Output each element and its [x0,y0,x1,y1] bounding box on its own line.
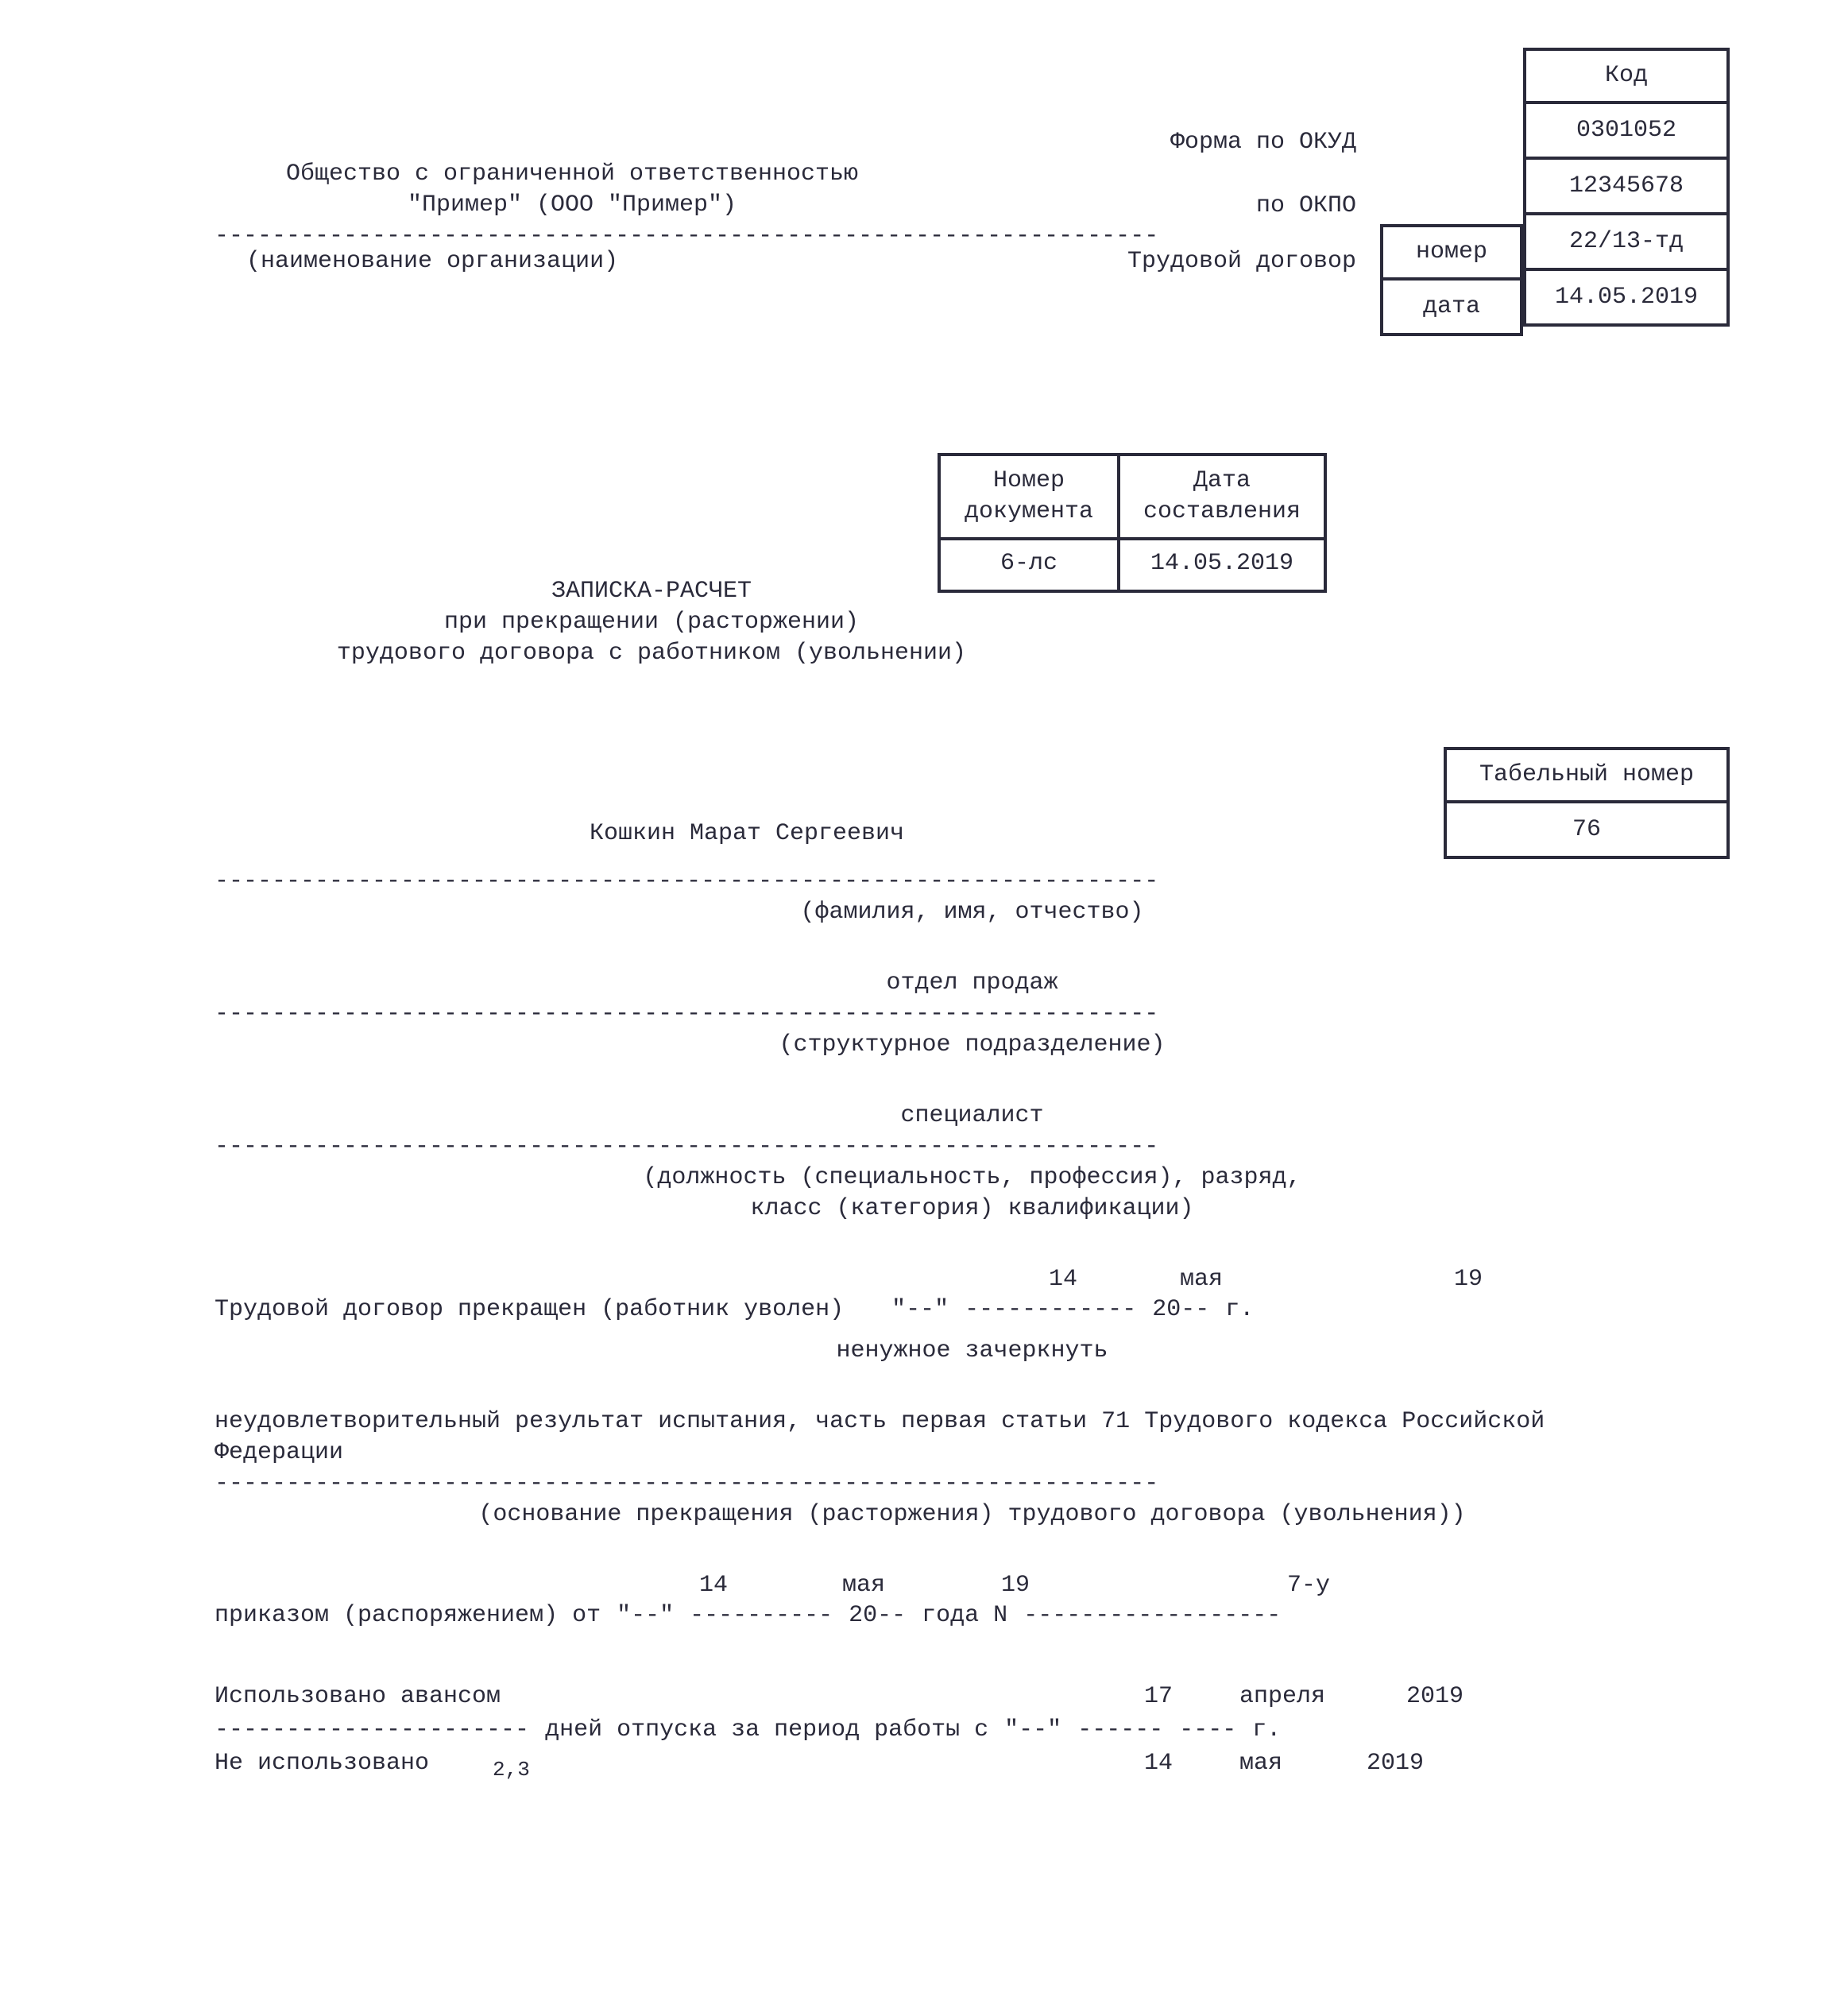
docdate-label-cell: Дата составления [1120,453,1327,540]
period-dash-left: ---------------------- [215,1715,529,1746]
okpo-code-cell: 12345678 [1523,160,1730,215]
position-caption-1: (должность (специальность, профессия), р… [215,1163,1730,1194]
term-year: 19 [1454,1264,1483,1295]
order-prefix: приказом (распоряжением) от [215,1600,601,1631]
period-baseline: ---------------------- дней отпуска за п… [215,1715,1730,1746]
org-name-line2: "Пример" (ООО "Пример") [215,190,930,221]
reason-text: неудовлетворительный результат испытания… [215,1407,1565,1468]
order-year: 19 [1001,1570,1030,1601]
term-quote1: "--" [891,1294,949,1325]
not-used-value: 2,3 [493,1757,530,1784]
order-block: 14 мая 19 7-у приказом (распоряжением) о… [215,1570,1730,1642]
used-advance-label: Использовано авансом [215,1681,501,1712]
period-quote: "--" [1004,1715,1061,1746]
dept-value: отдел продаж [215,968,1730,999]
tabnum-value-cell: 76 [1444,803,1730,859]
date-label-cell: дата [1380,281,1523,336]
code-header-cell: Код [1523,48,1730,104]
order-20: 20-- [849,1600,906,1631]
position-caption-2: класс (категория) квалификации) [215,1194,1730,1225]
docinfo-header-row: Номер документа Дата составления [938,453,1327,540]
docinfo-table: Номер документа Дата составления 6-лс 14… [938,453,1327,593]
okud-code-cell: 0301052 [1523,104,1730,160]
fio-underline: ----------------------------------------… [215,866,1730,897]
dept-caption: (структурное подразделение) [215,1030,1730,1061]
vacation-block: 17 апреля 2019 Использовано авансом ----… [215,1681,1730,1793]
term-g: г. [1225,1294,1254,1325]
docinfo-block: Номер документа Дата составления 6-лс 14… [215,453,1730,660]
tabnum-label-cell: Табельный номер [1444,747,1730,803]
number-label-cell: номер [1380,224,1523,281]
term-baseline: Трудовой договор прекращен (работник уво… [215,1294,1730,1325]
from-year: 2019 [1406,1681,1463,1712]
docdate-value-cell: 14.05.2019 [1120,537,1327,593]
doc-title-3: трудового договора с работником (увольне… [215,638,1088,669]
order-mid: года N [922,1600,1007,1631]
contract-date-cell: 14.05.2019 [1523,271,1730,327]
org-name: Общество с ограниченной ответственностью… [215,159,930,221]
docnum-label-cell: Номер документа [938,453,1120,540]
period-dash2: ------ [1077,1715,1163,1746]
order-month: мая [842,1570,885,1601]
order-dash1: ---------- [690,1600,833,1631]
term-month: мая [1180,1264,1223,1295]
okud-label: Форма по ОКУД [1170,127,1356,158]
reason-underline: ----------------------------------------… [215,1468,1730,1499]
to-day: 14 [1144,1748,1173,1779]
period-dash3: ---- [1179,1715,1236,1746]
tabnum-box: Табельный номер 76 [1444,747,1730,859]
term-day: 14 [1049,1264,1077,1295]
to-year: 2019 [1367,1748,1424,1779]
employee-block: Табельный номер 76 Кошкин Марат Сергееви… [215,747,1730,866]
doc-title-2: при прекращении (расторжении) [215,607,1088,638]
contract-number-cell: 22/13-тд [1523,215,1730,271]
order-number: 7-у [1287,1570,1330,1601]
from-day: 17 [1144,1681,1173,1712]
header-block: Код 0301052 12345678 22/13-тд 14.05.2019… [215,48,1730,366]
position-value: специалист [215,1101,1730,1132]
period-text: дней отпуска за период работы с [545,1715,988,1746]
doc-title-1: ЗАПИСКА-РАСЧЕТ [215,576,1088,607]
strike-note: ненужное зачеркнуть [215,1336,1730,1367]
to-month: мая [1239,1748,1282,1779]
from-month: апреля [1239,1681,1325,1712]
termination-date-block: 14 мая 19 Трудовой договор прекращен (ра… [215,1264,1730,1336]
term-prefix: Трудовой договор прекращен (работник уво… [215,1294,844,1325]
doc-title: ЗАПИСКА-РАСЧЕТ при прекращении (расторже… [215,576,1088,669]
fio-caption: (фамилия, имя, отчество) [215,897,1730,928]
reason-caption: (основание прекращения (расторжения) тру… [215,1499,1730,1530]
term-year-prefix: 20-- [1152,1294,1209,1325]
period-g: г. [1252,1715,1281,1746]
okpo-label: по ОКПО [1256,191,1356,222]
order-day: 14 [699,1570,728,1601]
code-column: Код 0301052 12345678 22/13-тд 14.05.2019 [1523,48,1730,327]
order-dash2: ------------------ [1023,1600,1281,1631]
dept-underline: ----------------------------------------… [215,999,1730,1030]
position-underline: ----------------------------------------… [215,1132,1730,1163]
order-quote: "--" [617,1600,674,1631]
fio-value: Кошкин Марат Сергеевич [215,818,1279,849]
label-column: номер дата [1380,224,1523,336]
term-dash-month: ------------ [965,1294,1136,1325]
order-baseline: приказом (распоряжением) от "--" -------… [215,1600,1730,1631]
org-caption: (наименование организации) [246,246,618,277]
org-name-line1: Общество с ограниченной ответственностью [215,159,930,190]
not-used-label: Не использовано [215,1748,429,1779]
